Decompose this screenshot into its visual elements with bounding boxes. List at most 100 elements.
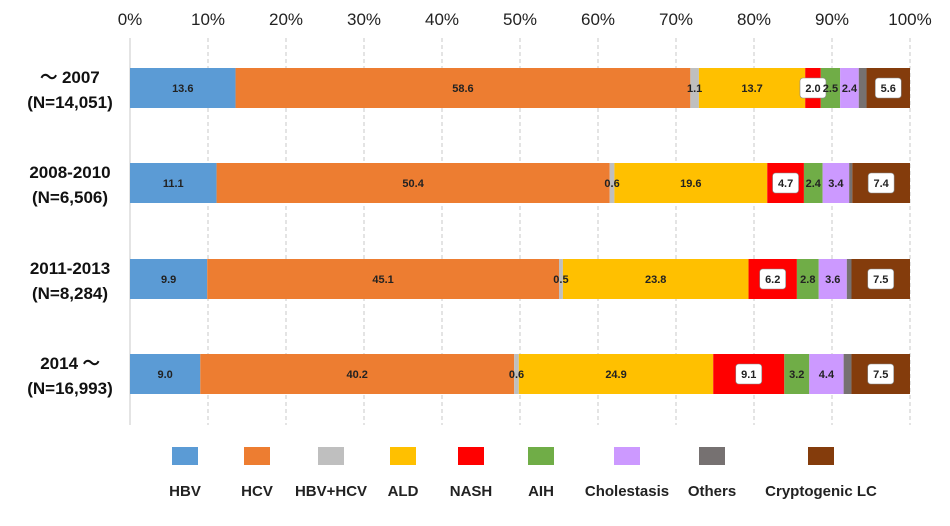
legend: HBV HCV HBV+HCV ALD NASH AIH Cholestasis Others… xyxy=(169,447,877,500)
bar-segment xyxy=(559,259,563,299)
bar-segment xyxy=(818,259,847,299)
bar-segment xyxy=(803,163,823,203)
bar-segment xyxy=(614,163,768,203)
bar-segment xyxy=(130,354,201,394)
bar-segment xyxy=(840,68,859,108)
legend-swatch xyxy=(390,447,416,465)
bar-segment xyxy=(849,163,853,203)
x-tick-label: 90% xyxy=(815,10,849,29)
data-label: 4.7 xyxy=(778,178,793,190)
bar-segment xyxy=(784,354,810,394)
legend-label: HBV+HCV xyxy=(295,483,367,500)
data-label: 9.9 xyxy=(161,274,176,286)
bar-segment xyxy=(518,354,714,394)
data-label: 13.6 xyxy=(172,83,193,95)
x-axis-ticks: 0% 10% 20% 30% 40% 50% 60% 70% 80% 90% 100% xyxy=(118,10,932,29)
legend-swatch xyxy=(458,447,484,465)
legend-label: HCV xyxy=(241,483,273,500)
data-label: 6.2 xyxy=(765,274,780,286)
legend-swatch xyxy=(528,447,554,465)
legend-label: AIH xyxy=(528,483,554,500)
x-tick-label: 80% xyxy=(737,10,771,29)
legend-swatch xyxy=(614,447,640,465)
bar-segment xyxy=(846,259,852,299)
bar-segment xyxy=(822,163,850,203)
data-label: 2.4 xyxy=(806,178,822,190)
data-label: 7.5 xyxy=(873,274,888,286)
data-label-box xyxy=(772,172,799,194)
data-label-box xyxy=(867,172,895,194)
bars: 13.6 58.6 1.1 13.7 2.0 2.5 2.4 5.6 11.1 50.4 0.6 19… xyxy=(130,68,910,394)
bar-segment xyxy=(216,163,610,203)
bar-segment xyxy=(843,354,852,394)
bar-segment xyxy=(796,259,819,299)
data-label: 3.4 xyxy=(828,178,844,190)
category-labels: ～ 2007 (N=14,051) 2008-2010 (N=6,506) 2011-2… xyxy=(27,68,113,398)
data-label: 4.4 xyxy=(819,369,835,381)
data-label-box xyxy=(867,268,895,290)
data-label: 7.4 xyxy=(873,178,889,190)
data-label: 9.0 xyxy=(157,369,172,381)
data-label: 3.2 xyxy=(789,369,804,381)
data-label: 7.5 xyxy=(873,369,888,381)
data-label: 9.1 xyxy=(741,369,756,381)
data-label: 23.8 xyxy=(645,274,666,286)
data-label: 2.5 xyxy=(823,83,838,95)
data-label: 24.9 xyxy=(605,369,626,381)
data-label: 19.6 xyxy=(680,178,701,190)
bar-segment xyxy=(200,354,515,394)
data-label-box xyxy=(867,363,895,385)
data-label: 45.1 xyxy=(372,274,393,286)
bar-segment xyxy=(609,163,615,203)
category-label: 2014 ～ xyxy=(40,354,100,373)
category-sample-size: (N=16,993) xyxy=(27,379,113,398)
data-label: 0.6 xyxy=(509,369,524,381)
x-tick-label: 60% xyxy=(581,10,615,29)
bar-segment xyxy=(514,354,519,394)
data-label: 1.1 xyxy=(687,83,702,95)
x-tick-label: 0% xyxy=(118,10,143,29)
bar-segment xyxy=(809,354,844,394)
data-label: 2.0 xyxy=(805,83,820,95)
data-label: 13.7 xyxy=(741,83,762,95)
legend-label: ALD xyxy=(388,483,419,500)
legend-label: Cryptogenic LC xyxy=(765,483,877,500)
bar-segment xyxy=(562,259,749,299)
category-label: 2008-2010 xyxy=(29,163,110,182)
data-label-box xyxy=(799,77,827,99)
legend-swatch xyxy=(808,447,834,465)
legend-swatch xyxy=(318,447,344,465)
x-tick-label: 50% xyxy=(503,10,537,29)
data-label: 2.4 xyxy=(842,83,858,95)
x-tick-label: 20% xyxy=(269,10,303,29)
data-label: 58.6 xyxy=(452,83,473,95)
bar-segment xyxy=(207,259,559,299)
legend-label: HBV xyxy=(169,483,201,500)
bar-segment xyxy=(858,68,867,108)
legend-label: Others xyxy=(688,483,736,500)
category-sample-size: (N=6,506) xyxy=(32,188,108,207)
data-label: 50.4 xyxy=(402,178,424,190)
bar-segment xyxy=(130,259,208,299)
category-label: 2011-2013 xyxy=(30,259,110,278)
legend-label: NASH xyxy=(450,483,493,500)
x-tick-label: 30% xyxy=(347,10,381,29)
data-label-box xyxy=(874,77,902,99)
legend-swatch xyxy=(172,447,198,465)
x-tick-label: 70% xyxy=(659,10,693,29)
legend-label: Cholestasis xyxy=(585,483,669,500)
bar-segment xyxy=(235,68,691,108)
data-label: 0.5 xyxy=(553,274,568,286)
data-label: 5.6 xyxy=(881,83,896,95)
bar-segment xyxy=(698,68,806,108)
bar-segment xyxy=(130,68,236,108)
data-label: 3.6 xyxy=(825,274,840,286)
bar-segment xyxy=(820,68,841,108)
category-sample-size: (N=8,284) xyxy=(32,284,108,303)
data-label: 11.1 xyxy=(163,178,184,190)
category-sample-size: (N=14,051) xyxy=(27,93,113,112)
data-label: 0.6 xyxy=(604,178,619,190)
x-tick-label: 10% xyxy=(191,10,225,29)
bar-segment xyxy=(130,163,217,203)
